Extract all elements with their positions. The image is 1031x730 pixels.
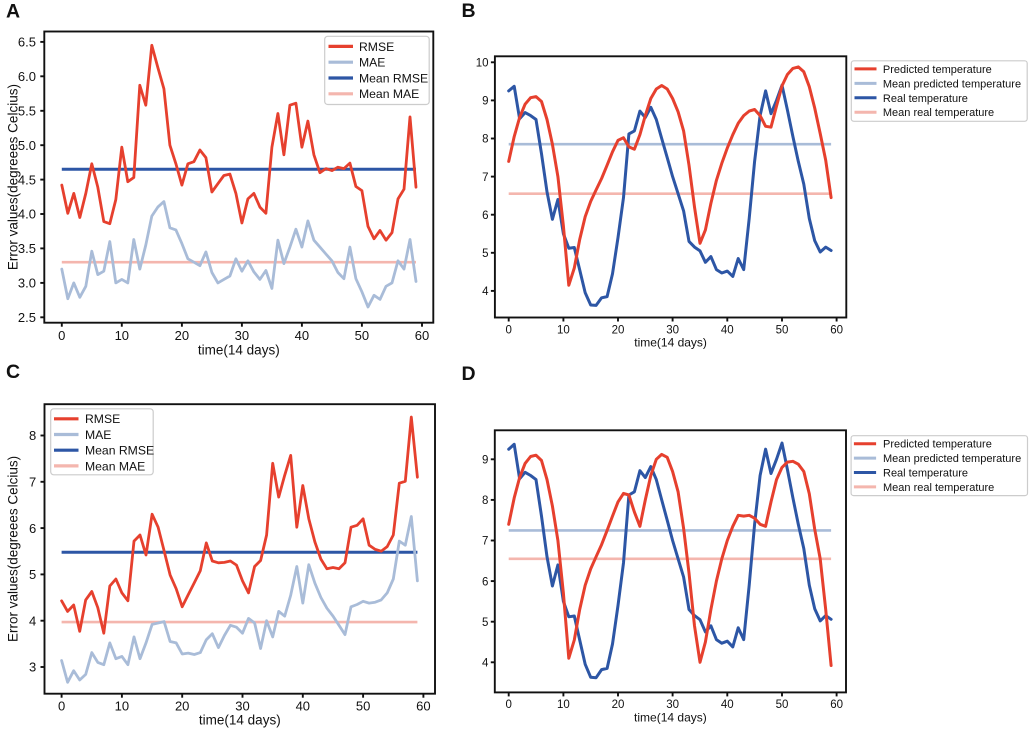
- svg-text:8: 8: [482, 134, 488, 146]
- svg-text:30: 30: [666, 699, 679, 711]
- svg-text:3.0: 3.0: [18, 276, 36, 291]
- svg-text:0: 0: [58, 328, 65, 343]
- svg-text:time(14 days): time(14 days): [198, 343, 280, 358]
- svg-text:4: 4: [482, 658, 489, 670]
- svg-text:50: 50: [776, 699, 789, 711]
- svg-text:4.5: 4.5: [18, 172, 36, 187]
- svg-text:4: 4: [482, 286, 489, 298]
- svg-text:5.5: 5.5: [18, 104, 36, 119]
- svg-text:RMSE: RMSE: [359, 40, 394, 54]
- svg-text:0: 0: [505, 699, 511, 711]
- svg-text:3: 3: [29, 660, 36, 675]
- svg-text:50: 50: [356, 698, 370, 713]
- svg-text:30: 30: [235, 698, 249, 713]
- svg-text:A: A: [6, 1, 20, 23]
- svg-text:20: 20: [175, 328, 189, 343]
- svg-text:10: 10: [115, 328, 129, 343]
- svg-text:0: 0: [505, 324, 511, 336]
- svg-text:40: 40: [295, 328, 309, 343]
- svg-text:2.5: 2.5: [18, 310, 36, 325]
- svg-text:6.0: 6.0: [18, 69, 36, 84]
- svg-text:0: 0: [58, 698, 65, 713]
- svg-text:D: D: [462, 363, 476, 385]
- svg-text:60: 60: [830, 699, 843, 711]
- svg-text:5: 5: [29, 567, 36, 582]
- svg-text:Predicted temperature: Predicted temperature: [883, 64, 992, 76]
- svg-text:10: 10: [557, 699, 570, 711]
- svg-text:6.5: 6.5: [18, 35, 36, 50]
- svg-text:Error values(degreees Celcius): Error values(degreees Celcius): [6, 456, 21, 642]
- svg-text:40: 40: [721, 324, 734, 336]
- svg-text:6: 6: [482, 576, 488, 588]
- svg-text:40: 40: [721, 699, 734, 711]
- svg-text:RMSE: RMSE: [85, 412, 120, 426]
- svg-text:50: 50: [776, 324, 789, 336]
- svg-text:Real temperature: Real temperature: [883, 93, 968, 105]
- svg-text:Mean RMSE: Mean RMSE: [359, 71, 428, 85]
- svg-text:10: 10: [115, 698, 129, 713]
- svg-text:20: 20: [612, 699, 625, 711]
- svg-text:30: 30: [235, 328, 249, 343]
- svg-text:60: 60: [415, 328, 429, 343]
- svg-text:Mean predicted temperature: Mean predicted temperature: [883, 78, 1021, 90]
- svg-text:9: 9: [482, 96, 488, 108]
- svg-text:7: 7: [29, 475, 36, 490]
- svg-text:9: 9: [482, 455, 488, 467]
- svg-text:time(14 days): time(14 days): [634, 336, 707, 350]
- svg-text:MAE: MAE: [359, 56, 385, 70]
- svg-text:60: 60: [830, 324, 843, 336]
- svg-text:4.0: 4.0: [18, 207, 36, 222]
- svg-text:20: 20: [612, 324, 625, 336]
- svg-text:C: C: [6, 361, 20, 383]
- svg-text:Mean MAE: Mean MAE: [359, 87, 419, 101]
- svg-text:B: B: [462, 0, 476, 22]
- svg-text:Mean predicted temperature: Mean predicted temperature: [883, 453, 1021, 465]
- svg-text:3.5: 3.5: [18, 241, 36, 256]
- svg-text:8: 8: [482, 495, 488, 507]
- svg-text:50: 50: [355, 328, 369, 343]
- svg-text:time(14 days): time(14 days): [199, 713, 281, 728]
- svg-text:10: 10: [476, 58, 489, 70]
- svg-text:Real temperature: Real temperature: [883, 468, 968, 480]
- svg-text:MAE: MAE: [85, 428, 111, 442]
- svg-text:40: 40: [296, 698, 310, 713]
- svg-text:7: 7: [482, 536, 488, 548]
- svg-text:10: 10: [557, 324, 570, 336]
- svg-text:Error values(degreees Celcius): Error values(degreees Celcius): [6, 84, 21, 270]
- svg-text:Mean RMSE: Mean RMSE: [85, 444, 154, 458]
- svg-text:4: 4: [29, 613, 36, 628]
- svg-text:Mean MAE: Mean MAE: [85, 459, 145, 473]
- svg-text:6: 6: [29, 521, 36, 536]
- svg-text:7: 7: [482, 172, 488, 184]
- svg-text:5: 5: [482, 248, 488, 260]
- svg-text:Predicted temperature: Predicted temperature: [883, 439, 992, 451]
- svg-text:5: 5: [482, 617, 488, 629]
- svg-text:30: 30: [666, 324, 679, 336]
- svg-text:60: 60: [416, 698, 430, 713]
- svg-text:Mean real temperature: Mean real temperature: [883, 482, 994, 494]
- svg-text:time(14 days): time(14 days): [634, 711, 707, 725]
- svg-text:8: 8: [29, 428, 36, 443]
- svg-text:20: 20: [175, 698, 189, 713]
- svg-text:5.0: 5.0: [18, 138, 36, 153]
- svg-text:6: 6: [482, 210, 488, 222]
- svg-text:Mean real temperature: Mean real temperature: [883, 107, 994, 119]
